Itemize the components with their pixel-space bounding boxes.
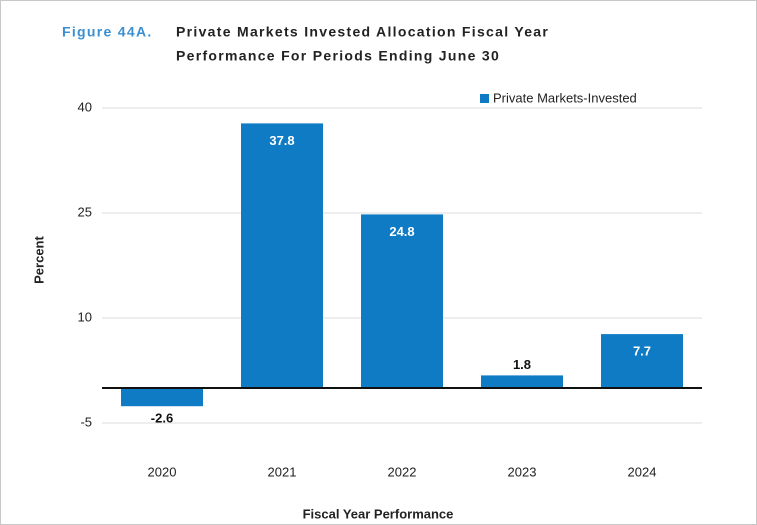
data-label: 1.8 — [513, 357, 531, 372]
y-tick-label: 40 — [78, 99, 92, 114]
data-label: 37.8 — [269, 133, 294, 148]
y-tick-label: 10 — [78, 309, 92, 324]
legend-label: Private Markets-Invested — [493, 90, 637, 105]
data-label: -2.6 — [151, 411, 173, 426]
bar — [361, 214, 443, 388]
data-label: 24.8 — [389, 224, 414, 239]
chart-title: Performance For Periods Ending June 30 — [176, 48, 500, 64]
x-tick-label: 2024 — [628, 464, 657, 479]
x-tick-label: 2021 — [268, 464, 297, 479]
y-tick-label: 25 — [78, 204, 92, 219]
bar — [481, 375, 563, 388]
x-axis-label: Fiscal Year Performance — [303, 506, 454, 521]
chart-title: Private Markets Invested Allocation Fisc… — [176, 24, 549, 40]
x-tick-label: 2022 — [388, 464, 417, 479]
y-tick-label: -5 — [80, 414, 92, 429]
x-tick-label: 2020 — [148, 464, 177, 479]
legend-swatch — [480, 94, 489, 103]
bar — [241, 123, 323, 389]
x-tick-label: 2023 — [508, 464, 537, 479]
bar — [121, 388, 203, 407]
data-label: 7.7 — [633, 344, 651, 359]
bar — [601, 334, 683, 388]
chart-title-figure: Figure 44A. — [62, 24, 153, 40]
y-axis-label: Percent — [31, 235, 46, 283]
